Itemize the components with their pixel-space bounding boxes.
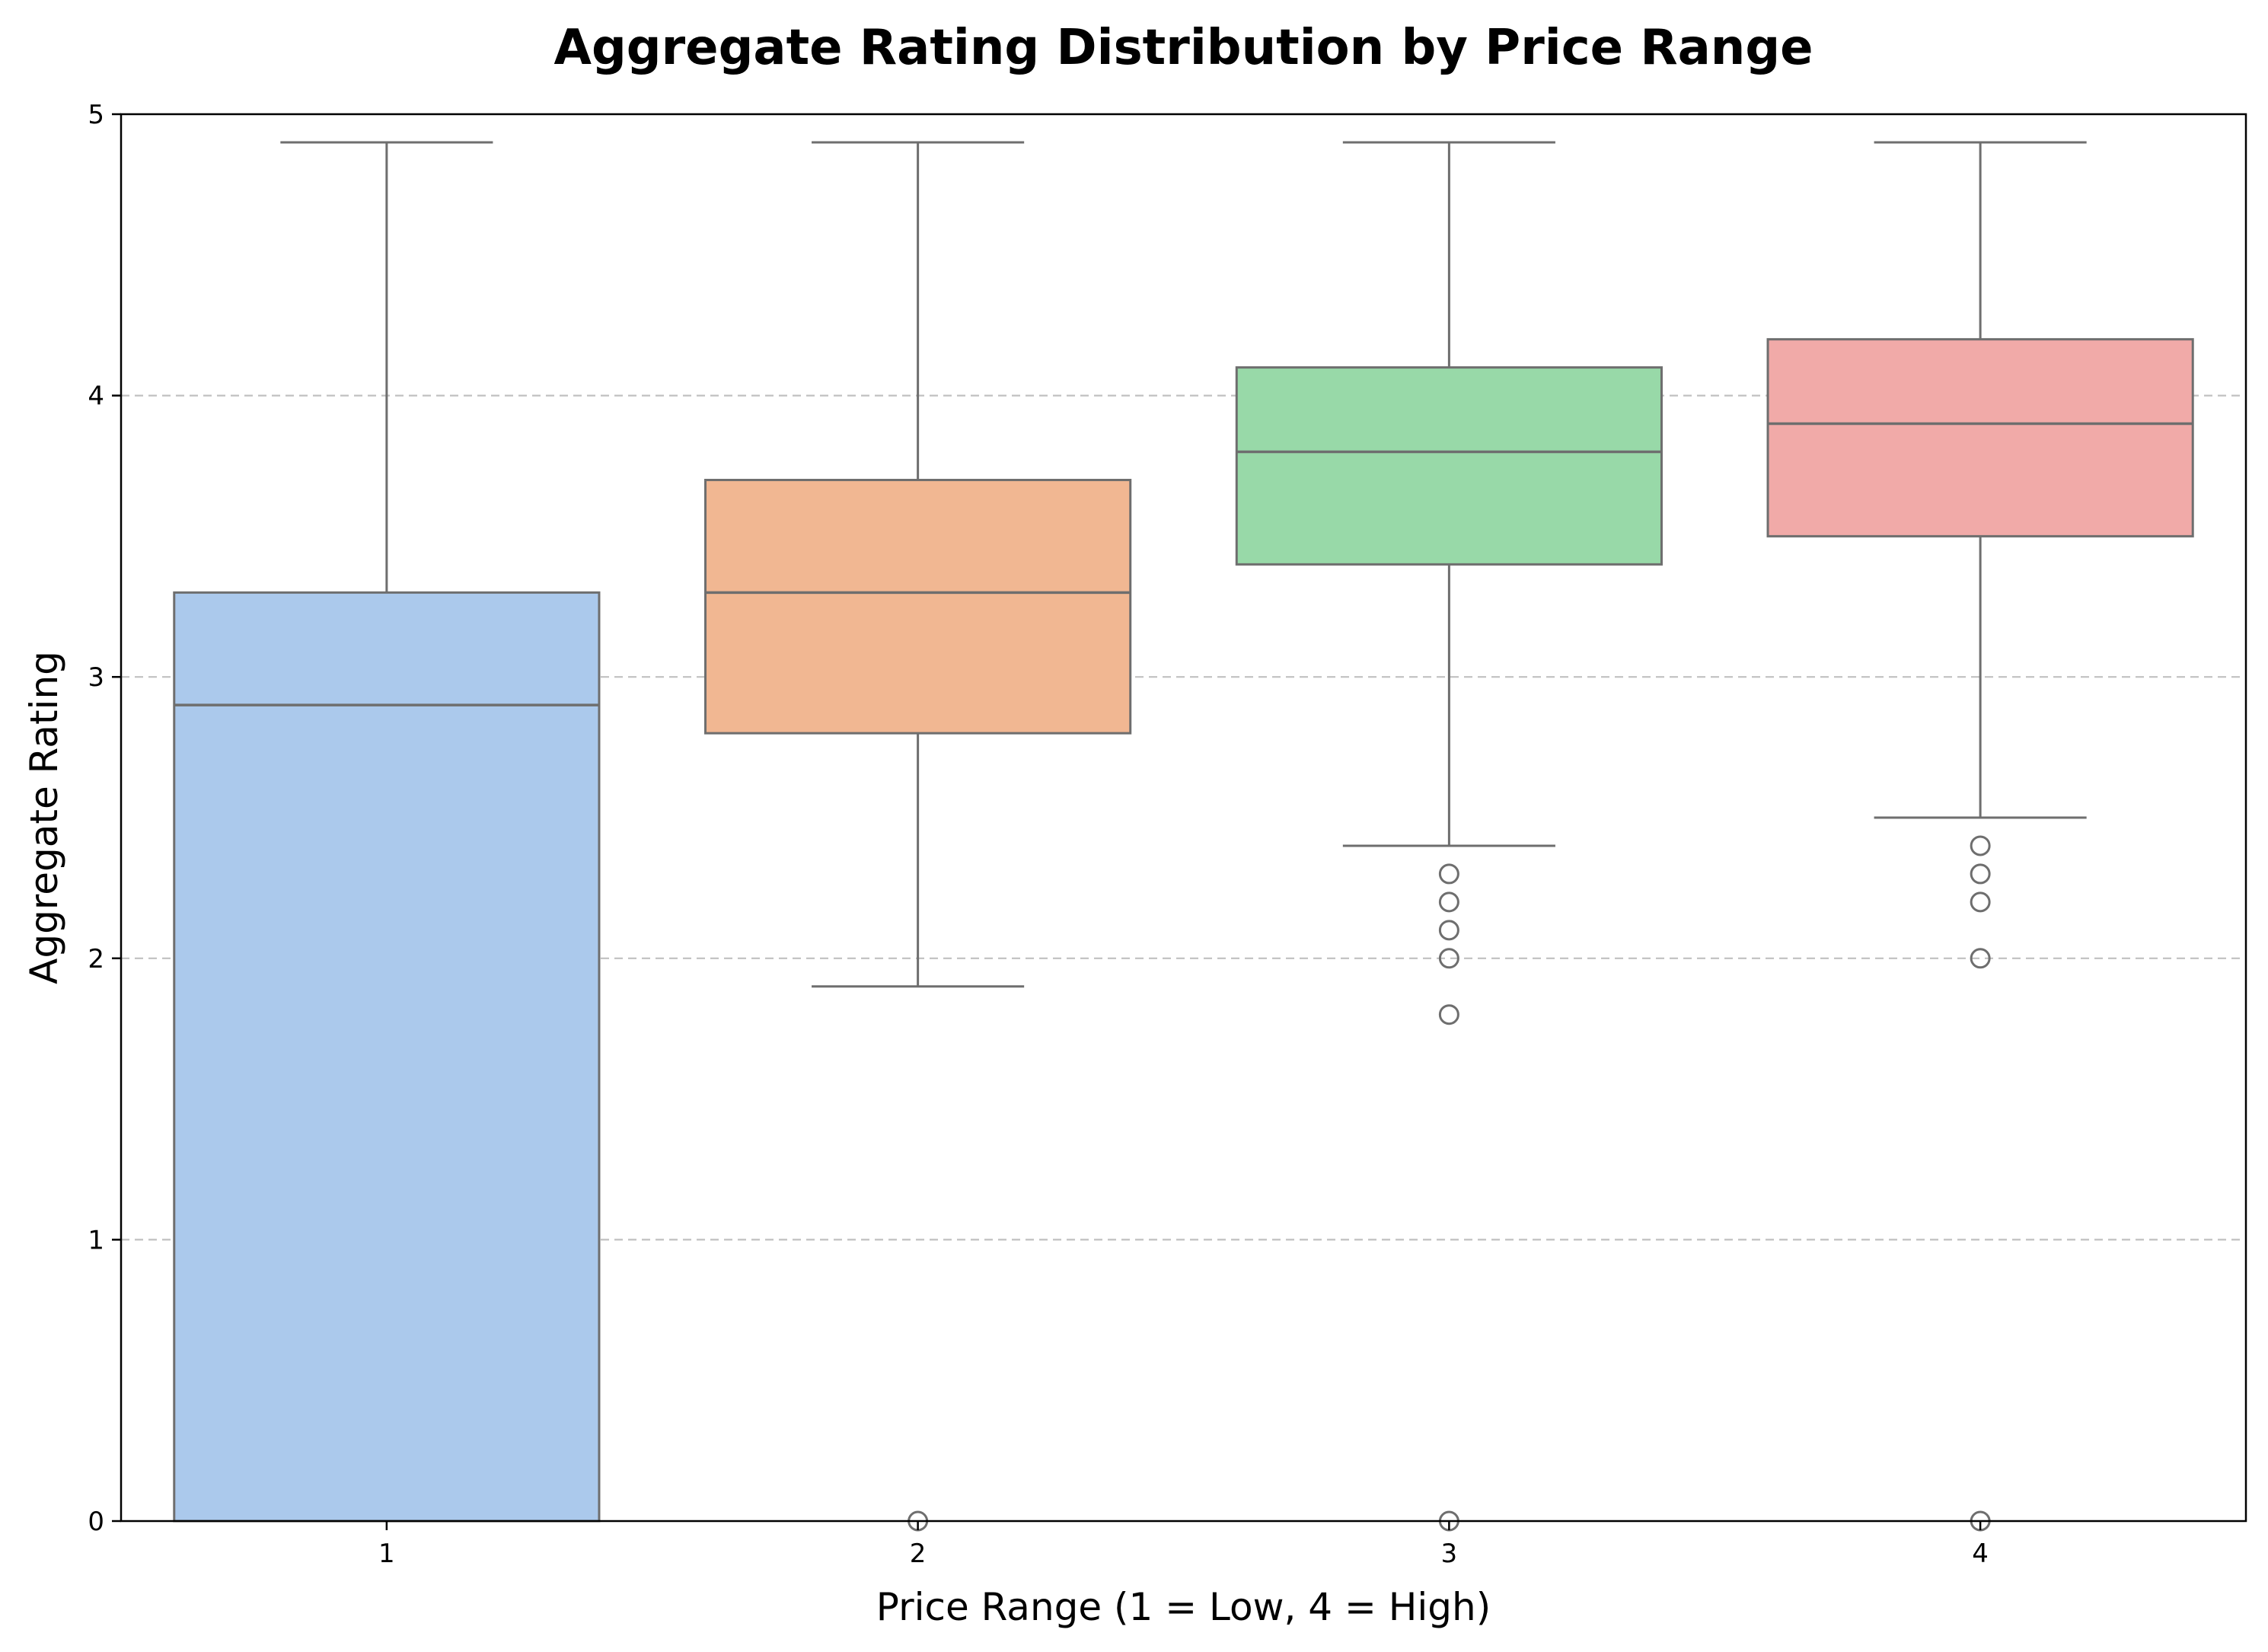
x-axis-label: Price Range (1 = Low, 4 = High) [876, 1585, 1491, 1629]
y-tick-label-3: 3 [88, 662, 104, 693]
box-2 [704, 478, 1132, 735]
outlier-point-3-1 [1438, 891, 1459, 913]
axis-ticks: 0 1 2 3 4 5 1 2 3 4 [88, 100, 1989, 1569]
y-axis-label: Aggregate Rating [22, 651, 66, 984]
y-tick-label-5: 5 [88, 100, 104, 130]
y-tick-label-0: 0 [88, 1507, 104, 1537]
box-group-1 [173, 141, 601, 1523]
x-tick-label-4: 4 [1972, 1539, 1989, 1569]
boxes [173, 141, 2194, 1532]
x-tick-label-2: 2 [910, 1539, 927, 1569]
box-3 [1235, 366, 1663, 566]
outlier-point-3-2 [1438, 920, 1459, 941]
outlier-point-4-1 [1970, 863, 1991, 885]
box-group-4 [1766, 141, 2194, 1532]
outlier-point-4-3 [1970, 948, 1991, 969]
y-tick-label-2: 2 [88, 944, 104, 974]
box-4 [1766, 338, 2194, 537]
box-group-3 [1235, 141, 1663, 1532]
y-tick-label-4: 4 [88, 381, 104, 412]
chart-title: Aggregate Rating Distribution by Price R… [553, 20, 1813, 76]
outlier-point-3-4 [1438, 1004, 1459, 1025]
outlier-point-3-3 [1438, 948, 1459, 969]
x-tick-label-3: 3 [1441, 1539, 1458, 1569]
outlier-point-4-0 [1970, 835, 1991, 856]
outlier-point-4-2 [1970, 891, 1991, 913]
y-tick-label-1: 1 [88, 1225, 104, 1255]
outlier-point-3-0 [1438, 863, 1459, 885]
x-tick-label-1: 1 [378, 1539, 395, 1569]
box-1 [173, 591, 601, 1523]
plot-frame [120, 113, 2247, 1523]
